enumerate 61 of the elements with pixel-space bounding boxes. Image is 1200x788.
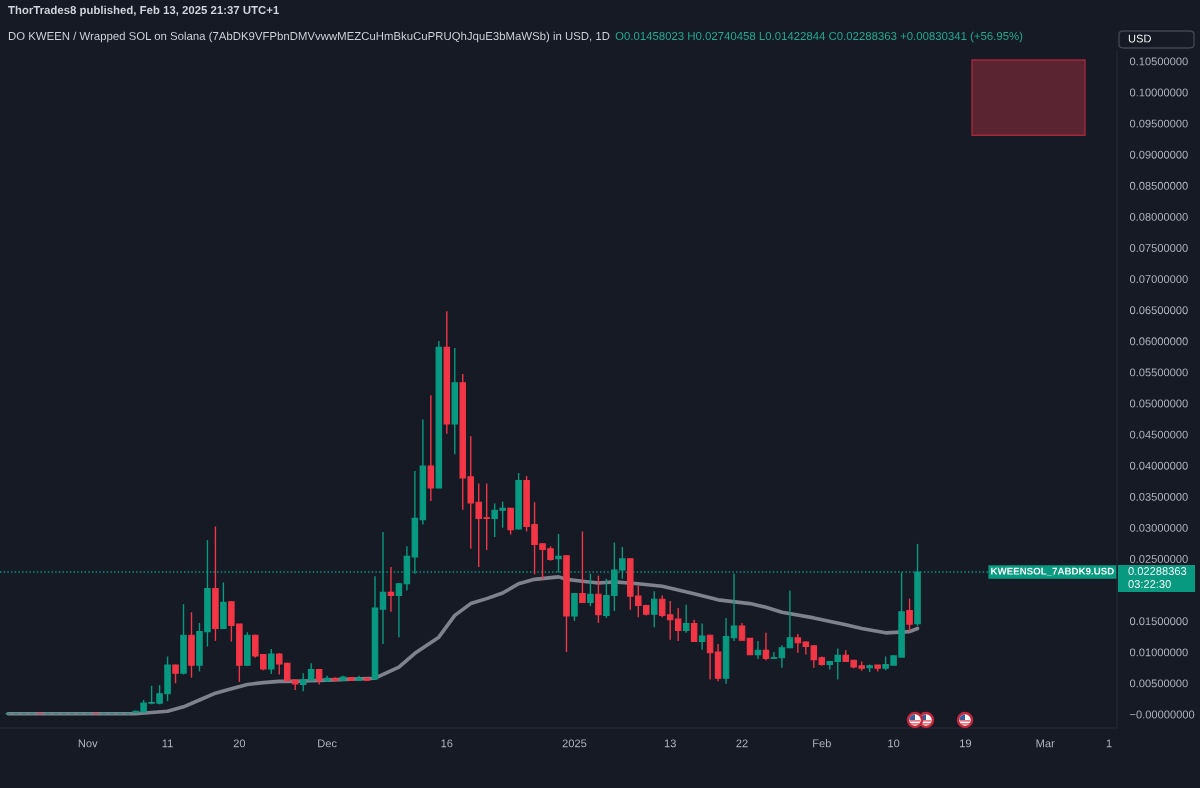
y-tick-label: 0.05500000 bbox=[1129, 368, 1188, 377]
y-tick-label: 0.09000000 bbox=[1129, 150, 1188, 159]
x-tick-label: Mar bbox=[1036, 739, 1055, 748]
y-tick-label: 0.06000000 bbox=[1129, 337, 1188, 346]
text: USD bbox=[1128, 34, 1151, 43]
y-tick-label: 0.02500000 bbox=[1129, 555, 1188, 563]
candlestick bbox=[395, 582, 403, 638]
x-tick-label: 19 bbox=[960, 739, 972, 748]
x-tick-label: 10 bbox=[888, 739, 900, 748]
text: 03:22:30 bbox=[1128, 580, 1171, 588]
candlestick bbox=[690, 619, 698, 643]
y-tick-label: 0.01500000 bbox=[1129, 617, 1188, 626]
y-tick-label: 0.06500000 bbox=[1129, 306, 1188, 315]
candlestick bbox=[682, 604, 690, 634]
x-tick-label: 16 bbox=[441, 739, 453, 748]
candlestick bbox=[786, 589, 794, 649]
candlestick bbox=[906, 597, 913, 632]
y-tick-label: 0.03500000 bbox=[1129, 492, 1188, 501]
y-tick-label: 0.07500000 bbox=[1129, 244, 1188, 252]
candlestick bbox=[778, 644, 786, 669]
candlestick bbox=[762, 632, 770, 661]
y-tick-label: 0.08500000 bbox=[1129, 181, 1188, 190]
ref-line-label: KWEENSOL_7ABDK9.USD bbox=[991, 567, 1114, 576]
candlestick bbox=[268, 648, 275, 675]
x-tick-label: 1 bbox=[1106, 739, 1112, 748]
candlestick bbox=[387, 566, 395, 613]
y-tick-label: 0.07000000 bbox=[1129, 275, 1188, 284]
candlestick bbox=[698, 622, 706, 651]
y-tick-label: 0.05000000 bbox=[1129, 399, 1188, 408]
candlestick bbox=[587, 573, 594, 607]
x-tick-label: Dec bbox=[318, 739, 337, 748]
candlestick bbox=[770, 651, 778, 660]
x-tick-label: 2025 bbox=[562, 739, 587, 748]
candlestick bbox=[650, 590, 658, 628]
x-tick-label: Nov bbox=[78, 739, 98, 748]
x-tick-label: Feb bbox=[813, 739, 831, 748]
x-tick-label: 13 bbox=[664, 739, 676, 748]
y-tick-label: 0.04000000 bbox=[1129, 461, 1188, 470]
text: ThorTrades8 published, Feb 13, 2025 21:37 UTC+1 bbox=[8, 5, 279, 17]
y-tick-label: 0.09500000 bbox=[1129, 119, 1188, 128]
y-tick-label: 0.08000000 bbox=[1129, 212, 1188, 221]
y-tick-label: 0.04500000 bbox=[1129, 430, 1188, 439]
x-tick-label: 11 bbox=[162, 739, 173, 748]
candlestick bbox=[379, 531, 387, 645]
chart-title: DO KWEEN / Wrapped SOL on Solana (7AbDK9VFPbnDMVvwwMEZCuHmBkuCuPRUQhJquE3bMaWSb) in USD, 1D bbox=[8, 31, 610, 43]
chart-subtitle: O0.01458023 H0.02740458 L0.01422844 C0.02288363 +0.00830341 (+56.95%) bbox=[615, 31, 1023, 43]
candlestick bbox=[595, 574, 602, 624]
candlestick bbox=[706, 634, 714, 681]
y-tick-label: 0.00500000 bbox=[1129, 679, 1188, 688]
candlestick bbox=[571, 592, 578, 622]
y-tick-label: 0.10000000 bbox=[1129, 88, 1188, 97]
y-tick-label: 0.01000000 bbox=[1129, 648, 1188, 657]
y-tick-label: 0.10500000 bbox=[1129, 57, 1188, 66]
candlestick bbox=[507, 507, 514, 536]
x-tick-label: 20 bbox=[233, 739, 246, 748]
y-tick-label: 0.03000000 bbox=[1129, 523, 1188, 532]
text: 0.02288363 bbox=[1128, 567, 1187, 575]
candlestick bbox=[427, 394, 435, 502]
x-tick-label: 22 bbox=[736, 739, 748, 748]
candlestick bbox=[579, 530, 586, 604]
y-tick-label: −0.00000000 bbox=[1130, 710, 1195, 719]
